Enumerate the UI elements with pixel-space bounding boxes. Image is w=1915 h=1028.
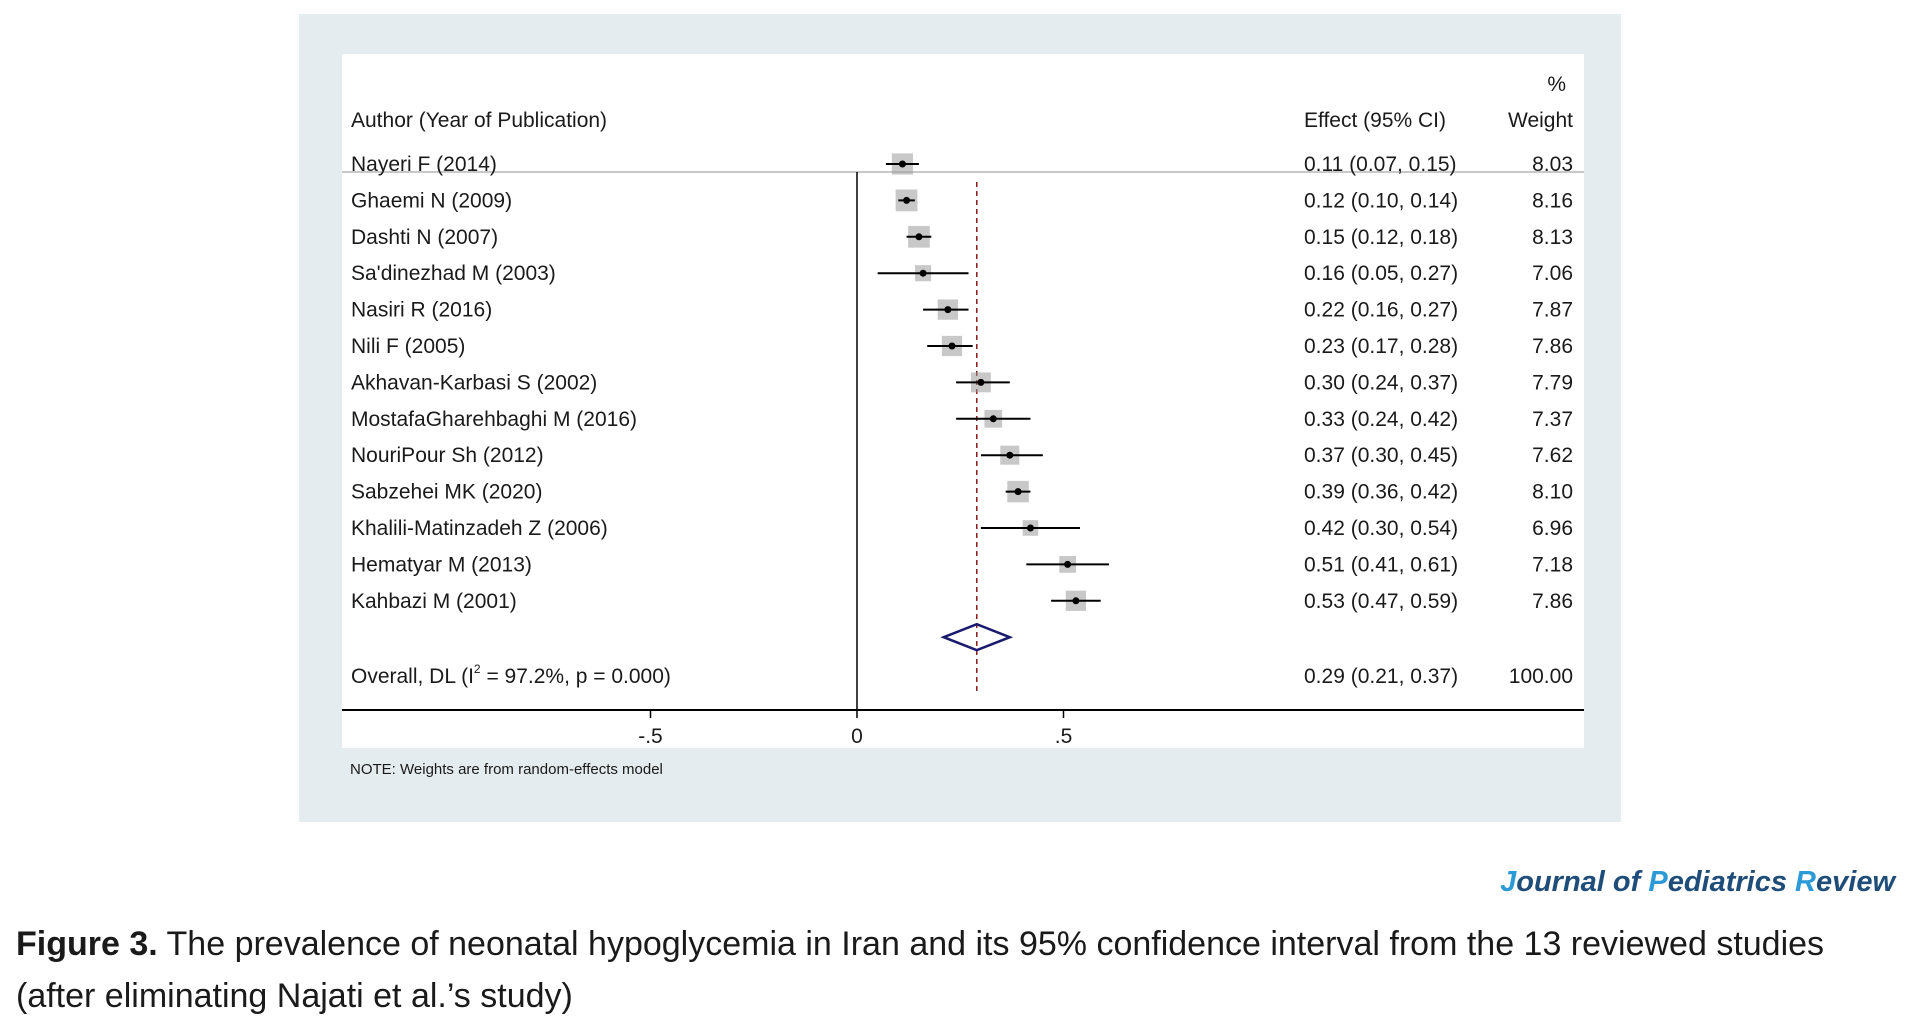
study-label: Sabzehei MK (2020) <box>351 481 542 504</box>
study-label: Nili F (2005) <box>351 335 465 358</box>
study-effect: 0.51 (0.41, 0.61) <box>1304 553 1458 576</box>
study-row: Sa'dinezhad M (2003) 0.16 (0.05, 0.27) 7.0… <box>351 262 1573 285</box>
study-effect: 0.42 (0.30, 0.54) <box>1304 517 1458 540</box>
study-label: Nasiri R (2016) <box>351 299 492 322</box>
study-label: Nayeri F (2014) <box>351 153 497 176</box>
point-estimate <box>1064 560 1072 568</box>
study-weight: 7.62 <box>1532 444 1573 467</box>
study-row: Nili F (2005) 0.23 (0.17, 0.28) 7.86 <box>351 335 1573 358</box>
point-estimate <box>1014 488 1022 496</box>
point-estimate <box>989 415 997 423</box>
overall-weight: 100.00 <box>1509 665 1573 688</box>
study-weight: 8.16 <box>1532 189 1573 212</box>
point-estimate <box>915 233 923 241</box>
header-author: Author (Year of Publication) <box>351 109 607 132</box>
study-weight: 7.87 <box>1532 299 1573 322</box>
study-label: Khalili-Matinzadeh Z (2006) <box>351 517 608 540</box>
study-weight: 8.03 <box>1532 153 1573 176</box>
study-weight: 7.86 <box>1532 590 1573 613</box>
study-row: Kahbazi M (2001) 0.53 (0.47, 0.59) 7.86 <box>351 590 1573 613</box>
overall-row: Overall, DL (I2 = 97.2%, p = 0.000) 0.29… <box>351 622 1573 688</box>
study-label: MostafaGharehbaghi M (2016) <box>351 408 637 431</box>
point-estimate <box>1026 524 1034 532</box>
study-row: Khalili-Matinzadeh Z (2006) 0.42 (0.30, 0… <box>351 517 1573 540</box>
overall-effect: 0.29 (0.21, 0.37) <box>1304 665 1458 688</box>
study-row: Hematyar M (2013) 0.51 (0.41, 0.61) 7.18 <box>351 553 1573 576</box>
study-effect: 0.22 (0.16, 0.27) <box>1304 299 1458 322</box>
study-weight: 8.10 <box>1532 481 1573 504</box>
figure-caption: Figure 3. The prevalence of neonatal hyp… <box>16 918 1906 1022</box>
point-estimate <box>903 196 911 204</box>
study-row: Akhavan-Karbasi S (2002) 0.30 (0.24, 0.37… <box>351 371 1573 394</box>
study-effect: 0.12 (0.10, 0.14) <box>1304 189 1458 212</box>
x-tick-label: -.5 <box>638 725 663 748</box>
point-estimate <box>948 342 956 350</box>
point-estimate <box>977 378 985 386</box>
study-effect: 0.15 (0.12, 0.18) <box>1304 226 1458 249</box>
study-weight: 8.13 <box>1532 226 1573 249</box>
overall-diamond <box>940 622 1014 652</box>
caption-text: The prevalence of neonatal hypoglycemia … <box>16 925 1825 1015</box>
study-weight: 7.37 <box>1532 408 1573 431</box>
study-effect: 0.16 (0.05, 0.27) <box>1304 262 1458 285</box>
study-effect: 0.39 (0.36, 0.42) <box>1304 481 1458 504</box>
study-label: Ghaemi N (2009) <box>351 189 512 212</box>
point-estimate <box>1006 451 1014 459</box>
study-row: NouriPour Sh (2012) 0.37 (0.30, 0.45) 7.62 <box>351 444 1573 467</box>
study-weight: 7.18 <box>1532 553 1573 576</box>
study-label: Hematyar M (2013) <box>351 553 532 576</box>
study-row: MostafaGharehbaghi M (2016) 0.33 (0.24, 0… <box>351 408 1573 431</box>
point-estimate <box>898 160 906 168</box>
header-weight: Weight <box>1508 109 1573 132</box>
study-label: Sa'dinezhad M (2003) <box>351 262 556 285</box>
study-weight: 7.79 <box>1532 371 1573 394</box>
study-weight: 6.96 <box>1532 517 1573 540</box>
study-row: Sabzehei MK (2020) 0.39 (0.36, 0.42) 8.10 <box>351 481 1573 504</box>
journal-logo: Journal of Pediatrics Review <box>1500 866 1895 898</box>
study-label: Akhavan-Karbasi S (2002) <box>351 371 597 394</box>
study-row: Dashti N (2007) 0.15 (0.12, 0.18) 8.13 <box>351 226 1573 249</box>
forest-plot: Author (Year of Publication) Effect (95%… <box>342 73 1584 778</box>
overall-label: Overall, DL (I2 = 97.2%, p = 0.000) <box>351 662 671 688</box>
study-effect: 0.23 (0.17, 0.28) <box>1304 335 1458 358</box>
x-tick-label: 0 <box>851 725 863 748</box>
study-row: Ghaemi N (2009) 0.12 (0.10, 0.14) 8.16 <box>351 189 1573 212</box>
x-tick-label: .5 <box>1055 725 1073 748</box>
footnote: NOTE: Weights are from random-effects mo… <box>350 761 663 778</box>
study-effect: 0.53 (0.47, 0.59) <box>1304 590 1458 613</box>
study-weight: 7.06 <box>1532 262 1573 285</box>
study-effect: 0.30 (0.24, 0.37) <box>1304 371 1458 394</box>
study-row: Nayeri F (2014) 0.11 (0.07, 0.15) 8.03 <box>351 153 1573 176</box>
point-estimate <box>1072 597 1080 605</box>
study-effect: 0.33 (0.24, 0.42) <box>1304 408 1458 431</box>
header-weight-pct: % <box>1547 73 1566 96</box>
figure-label: Figure 3. <box>16 925 158 963</box>
point-estimate <box>944 306 952 314</box>
study-label: Kahbazi M (2001) <box>351 590 517 613</box>
point-estimate <box>919 269 927 277</box>
study-label: Dashti N (2007) <box>351 226 498 249</box>
plot-panel: Author (Year of Publication) Effect (95%… <box>342 54 1584 778</box>
study-effect: 0.11 (0.07, 0.15) <box>1304 153 1457 176</box>
study-row: Nasiri R (2016) 0.22 (0.16, 0.27) 7.87 <box>351 299 1573 322</box>
study-effect: 0.37 (0.30, 0.45) <box>1304 444 1458 467</box>
header-effect: Effect (95% CI) <box>1304 109 1446 132</box>
study-label: NouriPour Sh (2012) <box>351 444 544 467</box>
study-weight: 7.86 <box>1532 335 1573 358</box>
